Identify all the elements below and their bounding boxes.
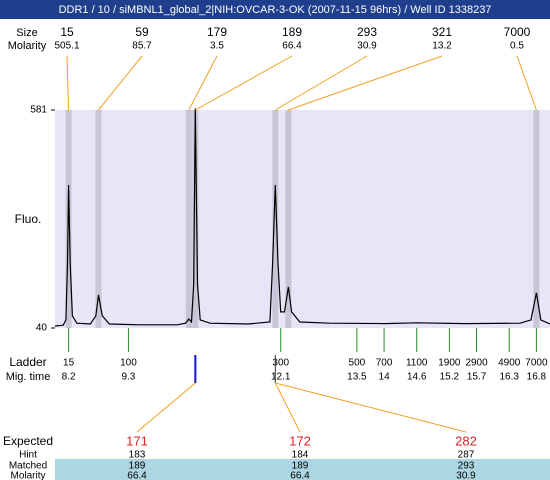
ladder-size: 4900 xyxy=(498,358,521,369)
peak-connector xyxy=(275,55,368,111)
peak-band xyxy=(185,110,192,328)
expected-label: Expected xyxy=(3,434,53,448)
peak-connector xyxy=(66,55,70,111)
molarity-label: Molarity xyxy=(8,40,47,52)
matched-molarity: 66.4 xyxy=(127,471,147,480)
matched-value: 293 xyxy=(458,461,475,472)
peak-size: 7000 xyxy=(504,25,531,39)
ladder-size: 100 xyxy=(120,358,137,369)
peak-connector xyxy=(288,55,443,111)
ladder-time: 12.1 xyxy=(271,372,291,383)
plot-area xyxy=(55,110,550,328)
trace xyxy=(54,108,550,327)
ladder-size: 700 xyxy=(376,358,393,369)
size-label: Size xyxy=(16,27,37,39)
peak-band xyxy=(192,110,199,328)
expected-value: 282 xyxy=(455,433,477,448)
peak-connector xyxy=(98,55,143,111)
peak-molarity: 13.2 xyxy=(432,41,452,52)
hint-value: 184 xyxy=(292,450,309,461)
peak-connector xyxy=(516,55,537,111)
matched-value: 189 xyxy=(292,461,309,472)
peak-size: 59 xyxy=(135,25,149,39)
matched-background xyxy=(55,459,550,480)
peak-size: 179 xyxy=(207,25,227,39)
title-bar xyxy=(0,0,550,19)
ladder-time: 16.3 xyxy=(499,372,519,383)
peak-band xyxy=(272,110,279,328)
peak-molarity: 0.5 xyxy=(510,41,524,52)
chart-title: DDR1 / 10 / siMBNL1_global_2|NIH:OVCAR-3… xyxy=(59,4,492,16)
ladder-label: Ladder xyxy=(9,355,46,369)
ladder-time: 14 xyxy=(379,372,391,383)
peak-molarity: 505.1 xyxy=(54,41,79,52)
matched-molarity: 66.4 xyxy=(290,471,310,480)
y-tick-label: 581 xyxy=(30,105,47,116)
expected-value: 172 xyxy=(289,433,311,448)
hint-value: 287 xyxy=(458,450,475,461)
expected-connector xyxy=(275,382,467,433)
peak-size: 321 xyxy=(432,25,452,39)
ladder-time: 13.5 xyxy=(347,372,367,383)
expected-connector xyxy=(274,382,301,433)
hint-label: Hint xyxy=(19,450,37,461)
y-axis-label: Fluo. xyxy=(15,212,42,226)
matched-molarity: 30.9 xyxy=(456,471,476,480)
molarity-label: Molarity xyxy=(10,471,45,480)
ladder-time: 15.7 xyxy=(467,372,487,383)
peak-molarity: 3.5 xyxy=(210,41,224,52)
mig-time-label: Mig. time xyxy=(6,371,51,383)
peak-size: 15 xyxy=(60,25,74,39)
matched-value: 189 xyxy=(129,461,146,472)
ladder-time: 9.3 xyxy=(121,372,135,383)
peak-connector xyxy=(195,55,293,111)
hint-value: 183 xyxy=(129,450,146,461)
peak-connector xyxy=(188,55,218,111)
peak-size: 293 xyxy=(357,25,377,39)
peak-molarity: 66.4 xyxy=(282,41,302,52)
peak-band xyxy=(533,110,540,328)
ladder-time: 15.2 xyxy=(440,372,460,383)
ladder-size: 2900 xyxy=(465,358,488,369)
ladder-time: 16.8 xyxy=(527,372,547,383)
matched-label: Matched xyxy=(9,461,47,472)
ladder-size: 1100 xyxy=(406,358,428,369)
peak-band xyxy=(285,110,292,328)
ladder-time: 8.2 xyxy=(62,372,76,383)
ladder-size: 1900 xyxy=(438,358,461,369)
expected-connector xyxy=(136,382,196,433)
ladder-size: 7000 xyxy=(525,358,548,369)
peak-size: 189 xyxy=(282,25,302,39)
ladder-size: 500 xyxy=(349,358,366,369)
ladder-size: 300 xyxy=(272,358,289,369)
expected-value: 171 xyxy=(126,433,148,448)
peak-molarity: 85.7 xyxy=(132,41,152,52)
peak-band xyxy=(95,110,102,328)
ladder-time: 14.6 xyxy=(407,372,427,383)
peak-molarity: 30.9 xyxy=(357,41,377,52)
ladder-size: 15 xyxy=(63,358,75,369)
y-tick-label: 40 xyxy=(36,323,48,334)
